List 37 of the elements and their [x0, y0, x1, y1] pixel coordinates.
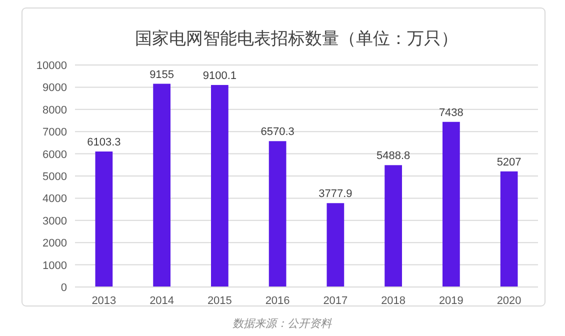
x-tick-label: 2020 [496, 295, 522, 307]
x-tick-label: 2016 [265, 295, 290, 307]
y-tick-label: 7000 [42, 126, 67, 139]
y-tick-label: 8000 [42, 104, 67, 116]
data-label: 6103.3 [87, 136, 121, 149]
bar [442, 122, 460, 287]
y-tick-label: 3000 [42, 215, 67, 228]
data-label: 5207 [496, 156, 522, 168]
y-tick-label: 0 [60, 282, 67, 294]
data-label: 5488.8 [376, 150, 410, 162]
chart-title: 国家电网智能电表招标数量（单位：万只） [135, 29, 458, 48]
x-tick-label: 2019 [438, 295, 464, 307]
bar [211, 84, 228, 287]
y-tick-label: 4000 [42, 193, 67, 206]
bar [384, 165, 402, 287]
y-tick-label: 9000 [42, 82, 67, 94]
y-tick-label: 5000 [42, 171, 67, 183]
data-label: 6570.3 [260, 126, 294, 138]
x-tick-label: 2015 [207, 295, 232, 307]
bar [500, 171, 518, 287]
data-label: 7438 [438, 106, 464, 119]
y-tick-label: 10000 [36, 60, 67, 72]
x-tick-label: 2014 [150, 295, 174, 307]
y-tick-label: 2000 [42, 238, 67, 250]
y-tick-label: 1000 [42, 260, 67, 272]
data-label: 9155 [150, 68, 174, 81]
x-tick-label: 2013 [92, 295, 116, 307]
x-tick-label: 2018 [381, 295, 406, 307]
bar [268, 141, 286, 287]
data-label: 3777.9 [318, 188, 352, 200]
data-label: 9100.1 [202, 70, 237, 82]
bar [326, 203, 344, 287]
source-note: 数据来源：公开资料 [232, 317, 332, 330]
y-tick-label: 6000 [42, 148, 67, 161]
bar [95, 152, 113, 287]
bar [153, 84, 170, 287]
x-tick-label: 2017 [323, 295, 348, 307]
